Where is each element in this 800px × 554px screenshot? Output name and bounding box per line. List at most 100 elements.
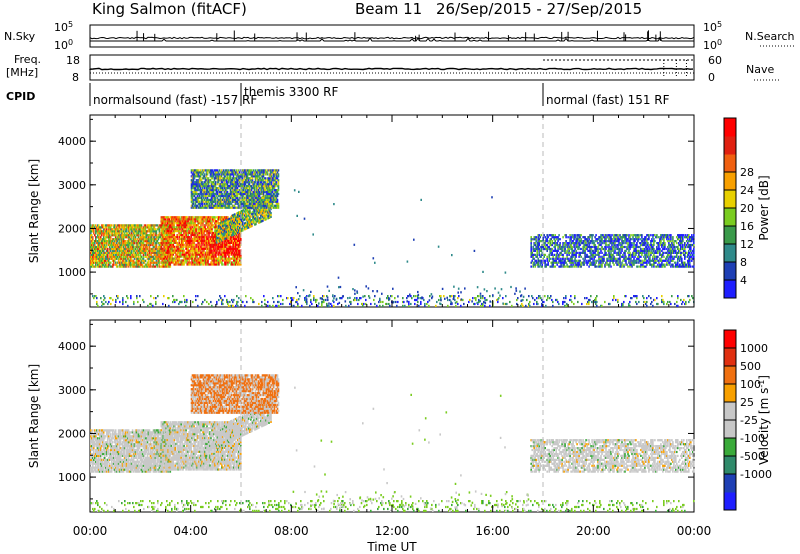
range-gate-cell (188, 245, 190, 248)
range-gate-cell (250, 202, 253, 205)
range-gate-cell (198, 175, 201, 178)
range-gate-cell (149, 228, 152, 231)
range-gate-cell (124, 228, 127, 231)
range-gate-cell (200, 190, 203, 194)
range-gate-cell (205, 220, 207, 223)
range-gate-cell (121, 226, 124, 229)
range-gate-cell (229, 247, 231, 250)
range-gate-cell (184, 231, 186, 235)
range-gate-cell (102, 240, 105, 243)
range-gate-cell (95, 253, 97, 256)
range-gate-cell (240, 263, 242, 266)
range-gate-cell (172, 261, 174, 264)
range-gate-cell (165, 261, 167, 264)
range-gate-cell (191, 169, 194, 172)
range-gate-cell (211, 249, 213, 252)
range-gate-cell (240, 257, 242, 260)
range-gate-cell (169, 251, 171, 254)
range-gate-cell (200, 224, 202, 227)
range-gate-cell (252, 194, 255, 198)
range-gate-cell (182, 228, 184, 231)
range-gate-cell (160, 241, 163, 244)
range-gate-cell (168, 263, 170, 266)
range-gate-cell (160, 233, 163, 237)
range-gate-cell (211, 198, 214, 201)
range-gate-cell (236, 183, 239, 186)
range-gate-cell (253, 218, 255, 221)
range-gate-cell (199, 189, 202, 192)
range-gate-cell (268, 208, 270, 212)
range-gate-cell (94, 226, 96, 229)
range-gate-cell (230, 187, 233, 190)
range-gate-cell (135, 226, 138, 229)
range-gate-cell (128, 243, 131, 247)
range-gate-cell (141, 259, 144, 262)
range-gate-cell (237, 219, 239, 222)
range-gate-cell (159, 236, 162, 239)
range-gate-cell (196, 218, 198, 221)
range-gate-cell (196, 224, 198, 227)
range-gate-cell (183, 235, 185, 239)
range-gate-cell (125, 234, 128, 237)
range-gate-cell (144, 263, 147, 266)
range-gate-cell (139, 238, 142, 241)
range-gate-cell (152, 245, 155, 249)
range-gate-cell (273, 194, 276, 198)
range-gate-cell (194, 192, 197, 196)
range-gate-cell (269, 169, 272, 172)
range-gate-cell (224, 216, 226, 219)
range-gate-cell (108, 230, 111, 233)
range-gate-cell (227, 263, 229, 266)
range-gate-cell (143, 226, 146, 229)
range-gate-cell (253, 204, 255, 207)
range-gate-cell (232, 175, 235, 178)
range-gate-cell (235, 259, 237, 262)
range-gate-cell (241, 192, 244, 196)
range-gate-cell (228, 177, 231, 180)
range-gate-cell (236, 218, 238, 221)
range-gate-cell (181, 245, 183, 248)
range-gate-cell (216, 249, 218, 252)
range-gate-cell (243, 198, 246, 201)
range-gate-cell (237, 213, 239, 217)
range-gate-cell (132, 230, 135, 233)
range-gate-cell (162, 265, 165, 268)
range-gate-cell (192, 224, 194, 227)
range-gate-cell (231, 247, 233, 250)
range-gate-cell (200, 239, 202, 242)
range-gate-cell (169, 224, 171, 227)
range-gate-cell (243, 209, 245, 212)
range-gate-cell (275, 200, 278, 203)
range-gate-cell (228, 187, 231, 190)
range-gate-cell (174, 241, 176, 244)
range-gate-cell (202, 222, 204, 225)
range-gate-cell (267, 198, 270, 201)
range-gate-cell (218, 261, 220, 264)
range-gate-cell (243, 216, 245, 220)
range-gate-cell (212, 181, 215, 184)
range-gate-cell (221, 234, 224, 237)
range-gate-cell (211, 255, 213, 258)
range-gate-cell (127, 251, 130, 254)
range-gate-cell (132, 224, 135, 227)
range-gate-cell (191, 255, 193, 258)
range-gate-cell (195, 175, 198, 178)
range-gate-cell (263, 204, 266, 207)
range-gate-cell (202, 228, 204, 231)
range-gate-cell (225, 241, 227, 244)
range-gate-cell (192, 206, 195, 209)
range-gate-cell (183, 257, 185, 260)
range-gate-cell (267, 202, 270, 205)
range-gate-cell (169, 265, 172, 268)
range-gate-cell (192, 239, 194, 242)
range-gate-cell (228, 261, 230, 264)
range-gate-cell (182, 226, 184, 229)
range-gate-cell (237, 221, 239, 224)
range-gate-cell (192, 247, 194, 250)
range-gate-cell (236, 181, 239, 184)
range-gate-cell (117, 230, 120, 233)
range-gate-cell (214, 253, 216, 256)
range-gate-cell (250, 204, 253, 207)
range-gate-cell (206, 189, 209, 192)
range-gate-cell (224, 223, 227, 226)
